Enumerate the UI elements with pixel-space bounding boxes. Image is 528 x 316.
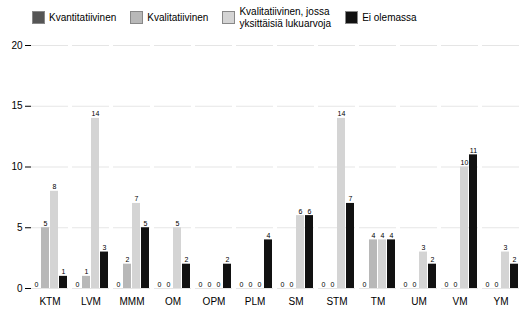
- html-text:Ei olemassa: Ei olemassa: [362, 11, 417, 23]
- html-text:Kvantitatiivinen: Kvantitatiivinen: [49, 11, 117, 23]
- svg-text:SM: SM: [289, 296, 304, 307]
- svg-text:0: 0: [363, 281, 367, 288]
- svg-text:UM: UM: [411, 296, 427, 307]
- svg-text:5: 5: [17, 222, 23, 233]
- svg-text:0: 0: [158, 281, 162, 288]
- svg-text:2: 2: [431, 256, 435, 263]
- svg-text:0: 0: [290, 281, 294, 288]
- svg-text:2: 2: [226, 256, 230, 263]
- svg-text:10: 10: [11, 161, 23, 172]
- svg-text:0: 0: [486, 281, 490, 288]
- svg-text:KTM: KTM: [39, 296, 60, 307]
- svg-text:0: 0: [167, 281, 171, 288]
- svg-text:0: 0: [413, 281, 417, 288]
- html-text:Kvalitatiivinen, jossa yksittä: Kvalitatiivinen, jossa yksittäisiä lukua…: [239, 6, 332, 29]
- svg-text:STM: STM: [326, 296, 347, 307]
- svg-text:5: 5: [44, 220, 48, 227]
- svg-text:20: 20: [11, 40, 23, 51]
- svg-text:MMM: MMM: [120, 296, 145, 307]
- svg-text:0: 0: [117, 281, 121, 288]
- svg-text:8: 8: [53, 183, 57, 190]
- svg-text:0: 0: [35, 281, 39, 288]
- svg-text:0: 0: [454, 281, 458, 288]
- svg-text:6: 6: [308, 208, 312, 215]
- svg-text:VM: VM: [453, 296, 468, 307]
- svg-text:0: 0: [281, 281, 285, 288]
- svg-text:6: 6: [299, 208, 303, 215]
- svg-text:15: 15: [11, 100, 23, 111]
- svg-text:0: 0: [217, 281, 221, 288]
- svg-text:2: 2: [513, 256, 517, 263]
- svg-text:14: 14: [338, 110, 346, 117]
- svg-text:0: 0: [495, 281, 499, 288]
- svg-text:5: 5: [176, 220, 180, 227]
- svg-text:11: 11: [470, 147, 477, 154]
- svg-text:3: 3: [422, 244, 426, 251]
- svg-text:1: 1: [62, 268, 66, 275]
- svg-text:4: 4: [372, 232, 376, 239]
- svg-text:PLM: PLM: [245, 296, 266, 307]
- svg-text:OM: OM: [165, 296, 181, 307]
- svg-text:0: 0: [331, 281, 335, 288]
- svg-text:4: 4: [381, 232, 385, 239]
- svg-text:OPM: OPM: [203, 296, 226, 307]
- svg-text:3: 3: [103, 244, 107, 251]
- svg-text:YM: YM: [494, 296, 509, 307]
- svg-text:0: 0: [240, 281, 244, 288]
- svg-text:0: 0: [199, 281, 203, 288]
- svg-text:LVM: LVM: [81, 296, 101, 307]
- svg-text:4: 4: [267, 232, 271, 239]
- svg-text:2: 2: [185, 256, 189, 263]
- svg-text:0: 0: [17, 283, 23, 294]
- svg-text:0: 0: [208, 281, 212, 288]
- svg-text:TM: TM: [371, 296, 385, 307]
- svg-text:0: 0: [76, 281, 80, 288]
- svg-text:0: 0: [445, 281, 449, 288]
- svg-text:0: 0: [322, 281, 326, 288]
- svg-text:5: 5: [144, 220, 148, 227]
- svg-text:0: 0: [258, 281, 262, 288]
- svg-text:0: 0: [404, 281, 408, 288]
- svg-text:0: 0: [249, 281, 253, 288]
- svg-text:7: 7: [349, 195, 353, 202]
- html-text:Kvalitatiivinen: Kvalitatiivinen: [147, 11, 209, 23]
- svg-text:1: 1: [85, 268, 89, 275]
- svg-text:3: 3: [504, 244, 508, 251]
- svg-text:7: 7: [135, 195, 139, 202]
- svg-text:2: 2: [126, 256, 130, 263]
- svg-text:4: 4: [390, 232, 394, 239]
- svg-text:10: 10: [461, 159, 469, 166]
- svg-text:14: 14: [92, 110, 100, 117]
